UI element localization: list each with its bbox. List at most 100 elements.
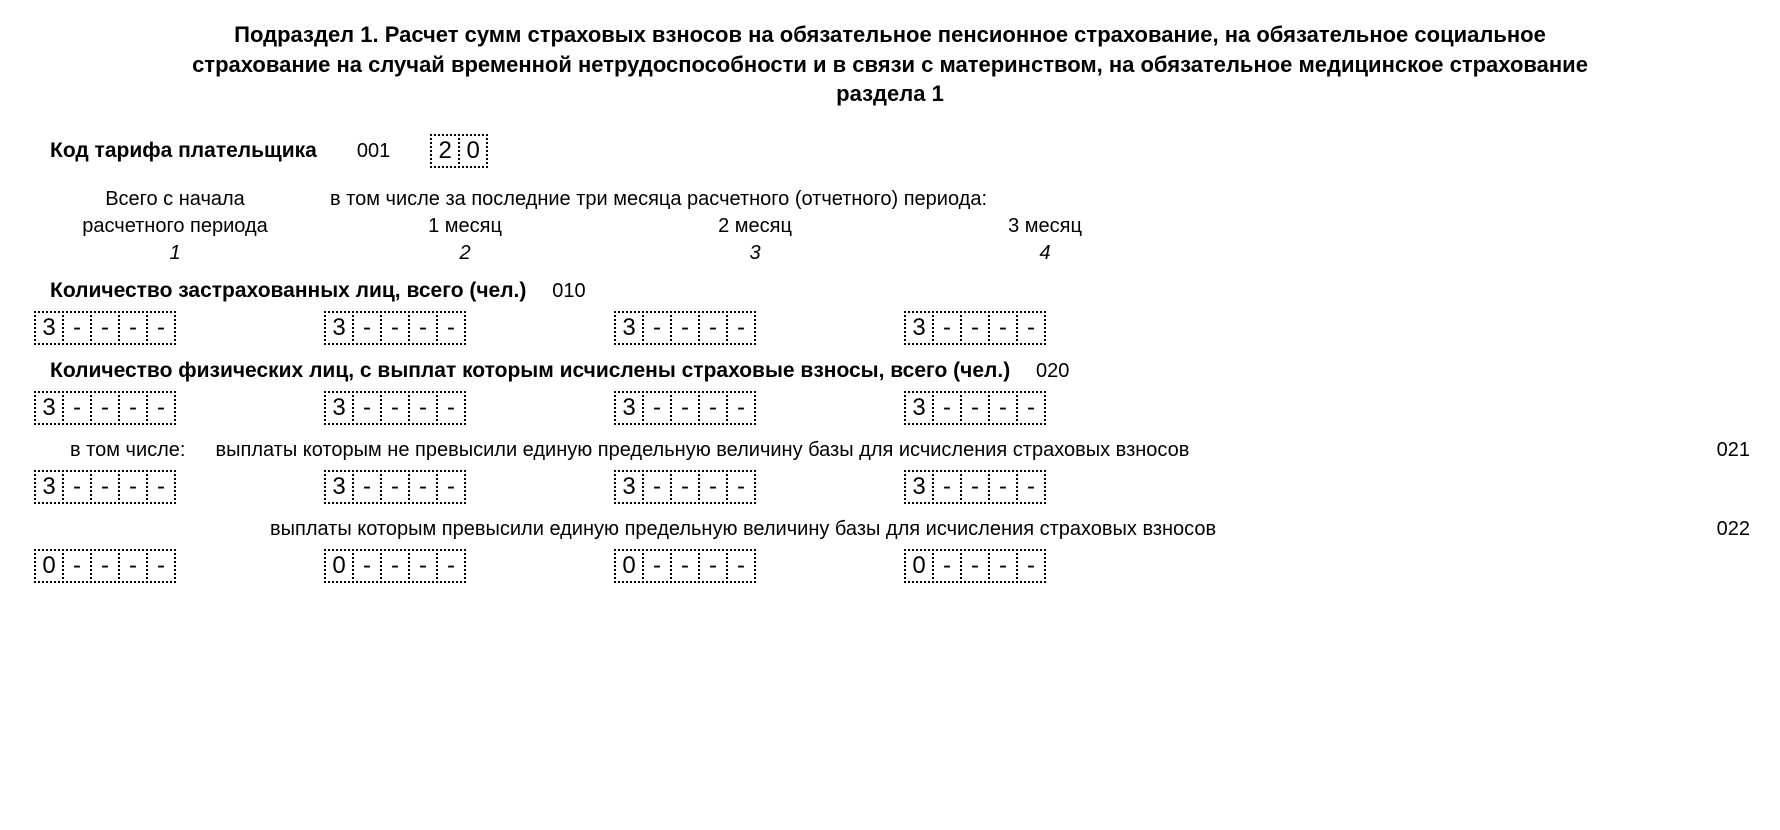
cell[interactable]: - bbox=[118, 311, 148, 345]
row010-data: 3 - - - - 3 - - - - 3 - - - - 3 - - - - bbox=[30, 311, 1750, 345]
col-number: 4 bbox=[900, 242, 1190, 265]
cell[interactable]: - bbox=[118, 391, 148, 425]
cell[interactable]: - bbox=[698, 391, 728, 425]
cell[interactable]: - bbox=[988, 549, 1018, 583]
cell[interactable]: - bbox=[960, 311, 990, 345]
cell[interactable]: - bbox=[408, 470, 438, 504]
cell[interactable]: - bbox=[90, 470, 120, 504]
cell[interactable]: - bbox=[352, 470, 382, 504]
cell[interactable]: - bbox=[352, 391, 382, 425]
cell[interactable]: 3 bbox=[34, 470, 64, 504]
cell[interactable]: - bbox=[726, 311, 756, 345]
cell[interactable]: 0 bbox=[324, 549, 354, 583]
cell[interactable]: - bbox=[960, 470, 990, 504]
row020-col3: 3 - - - - bbox=[614, 391, 900, 425]
row-code: 021 bbox=[1717, 439, 1750, 462]
cell[interactable]: 3 bbox=[34, 391, 64, 425]
cell[interactable]: - bbox=[436, 549, 466, 583]
cell[interactable]: - bbox=[408, 549, 438, 583]
cell[interactable]: - bbox=[146, 470, 176, 504]
cell[interactable]: - bbox=[932, 470, 962, 504]
row022-col1: 0 - - - - bbox=[34, 549, 320, 583]
cell[interactable]: 3 bbox=[614, 391, 644, 425]
row010-col3: 3 - - - - bbox=[614, 311, 900, 345]
row-code: 022 bbox=[1717, 518, 1750, 541]
cell[interactable]: - bbox=[698, 470, 728, 504]
row022-col3: 0 - - - - bbox=[614, 549, 900, 583]
cell[interactable]: - bbox=[408, 391, 438, 425]
cell[interactable]: - bbox=[352, 311, 382, 345]
section-title: Подраздел 1. Расчет сумм страховых взнос… bbox=[190, 20, 1590, 109]
cell[interactable]: 3 bbox=[324, 311, 354, 345]
cell[interactable]: - bbox=[90, 311, 120, 345]
col-header-wide: в том числе за последние три месяца расч… bbox=[320, 188, 1190, 211]
cell[interactable]: - bbox=[118, 470, 148, 504]
cell[interactable]: - bbox=[988, 311, 1018, 345]
cell[interactable]: - bbox=[698, 549, 728, 583]
cell[interactable]: 3 bbox=[614, 470, 644, 504]
cell[interactable]: - bbox=[90, 391, 120, 425]
cell[interactable]: - bbox=[436, 391, 466, 425]
cell[interactable]: - bbox=[642, 549, 672, 583]
cell[interactable]: - bbox=[1016, 470, 1046, 504]
cell[interactable]: - bbox=[90, 549, 120, 583]
cell[interactable]: - bbox=[62, 549, 92, 583]
cell[interactable]: - bbox=[62, 391, 92, 425]
cell[interactable]: - bbox=[932, 549, 962, 583]
cell[interactable]: 3 bbox=[324, 470, 354, 504]
cell[interactable]: - bbox=[960, 391, 990, 425]
tariff-cell[interactable]: 2 bbox=[430, 134, 460, 168]
cell[interactable]: 3 bbox=[904, 311, 934, 345]
cell[interactable]: 0 bbox=[34, 549, 64, 583]
cell[interactable]: 3 bbox=[904, 470, 934, 504]
cell[interactable]: 0 bbox=[614, 549, 644, 583]
row021-label: в том числе: выплаты которым не превысил… bbox=[30, 439, 1750, 462]
cell[interactable]: - bbox=[698, 311, 728, 345]
cell[interactable]: - bbox=[62, 470, 92, 504]
cell[interactable]: - bbox=[642, 470, 672, 504]
cell[interactable]: - bbox=[380, 470, 410, 504]
cell[interactable]: 3 bbox=[324, 391, 354, 425]
cell[interactable]: - bbox=[726, 549, 756, 583]
cell[interactable]: - bbox=[146, 311, 176, 345]
tariff-cells: 2 0 bbox=[430, 134, 486, 168]
col-number: 1 bbox=[30, 242, 320, 265]
cell[interactable]: - bbox=[670, 549, 700, 583]
cell[interactable]: 3 bbox=[614, 311, 644, 345]
cell[interactable]: - bbox=[380, 311, 410, 345]
row022-col2: 0 - - - - bbox=[324, 549, 610, 583]
cell[interactable]: - bbox=[988, 391, 1018, 425]
cell[interactable]: 0 bbox=[904, 549, 934, 583]
cell[interactable]: - bbox=[118, 549, 148, 583]
col-header: 2 месяц bbox=[610, 215, 900, 238]
tariff-cell[interactable]: 0 bbox=[458, 134, 488, 168]
cell[interactable]: 3 bbox=[34, 311, 64, 345]
cell[interactable]: - bbox=[1016, 311, 1046, 345]
cell[interactable]: - bbox=[436, 470, 466, 504]
cell[interactable]: - bbox=[1016, 391, 1046, 425]
cell[interactable]: - bbox=[380, 549, 410, 583]
cell[interactable]: - bbox=[380, 391, 410, 425]
cell[interactable]: 3 bbox=[904, 391, 934, 425]
cell[interactable]: - bbox=[146, 549, 176, 583]
cell[interactable]: - bbox=[642, 311, 672, 345]
cell[interactable]: - bbox=[670, 391, 700, 425]
cell[interactable]: - bbox=[642, 391, 672, 425]
row021-col1: 3 - - - - bbox=[34, 470, 320, 504]
cell[interactable]: - bbox=[726, 470, 756, 504]
cell[interactable]: - bbox=[960, 549, 990, 583]
cell[interactable]: - bbox=[408, 311, 438, 345]
cell[interactable]: - bbox=[436, 311, 466, 345]
cell[interactable]: - bbox=[932, 311, 962, 345]
cell[interactable]: - bbox=[988, 470, 1018, 504]
column-numbers: 1 2 3 4 bbox=[30, 242, 1750, 265]
cell[interactable]: - bbox=[146, 391, 176, 425]
cell[interactable]: - bbox=[1016, 549, 1046, 583]
cell[interactable]: - bbox=[670, 470, 700, 504]
cell[interactable]: - bbox=[670, 311, 700, 345]
cell[interactable]: - bbox=[726, 391, 756, 425]
cell[interactable]: - bbox=[62, 311, 92, 345]
row010-col2: 3 - - - - bbox=[324, 311, 610, 345]
cell[interactable]: - bbox=[352, 549, 382, 583]
cell[interactable]: - bbox=[932, 391, 962, 425]
